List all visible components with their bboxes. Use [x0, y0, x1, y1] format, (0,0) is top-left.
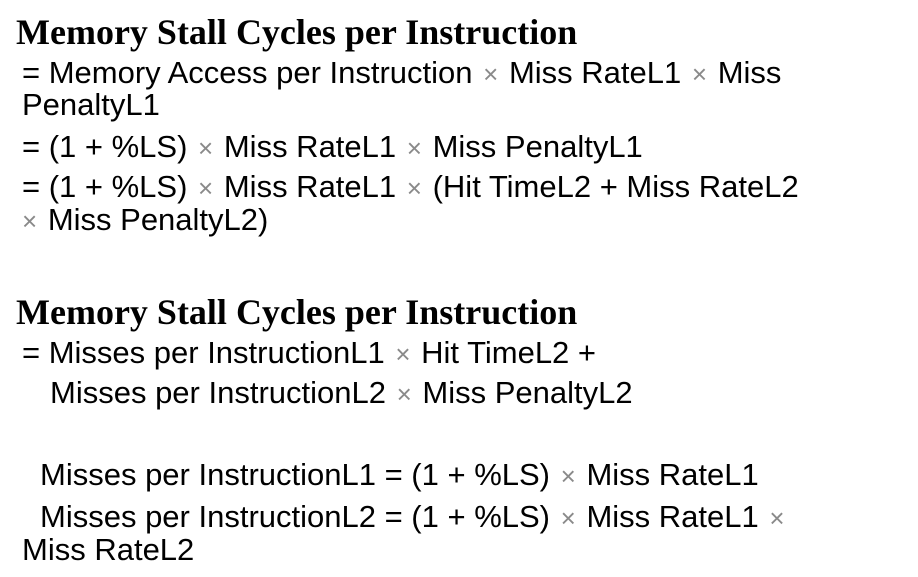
- times-symbol: ×: [198, 133, 214, 163]
- times-symbol: ×: [560, 503, 576, 533]
- times-symbol: ×: [198, 173, 214, 203]
- times-symbol: ×: [22, 206, 38, 236]
- times-symbol: ×: [483, 59, 499, 89]
- equation-line: PenaltyL1: [22, 88, 160, 122]
- times-symbol: ×: [406, 173, 422, 203]
- equation-line: = (1 + %LS) × Miss RateL1 × Miss Penalty…: [22, 130, 643, 165]
- equation-term: PenaltyL1: [22, 87, 160, 122]
- equation-term: Hit TimeL2 +: [421, 335, 597, 370]
- equation-term: Miss PenaltyL2): [47, 202, 269, 237]
- equation-term: Misses per InstructionL2: [50, 375, 386, 410]
- times-symbol: ×: [691, 59, 708, 89]
- equation-line: = Memory Access per Instruction × Miss R…: [22, 56, 781, 91]
- equation-term: = Misses per InstructionL1: [22, 335, 385, 370]
- equation-term: = (1 + %LS): [22, 169, 188, 204]
- equation-line: Misses per InstructionL2 × Miss PenaltyL…: [50, 376, 633, 411]
- section2-heading: Memory Stall Cycles per Instruction: [16, 292, 578, 332]
- equation-line: = Misses per InstructionL1 × Hit TimeL2 …: [22, 336, 596, 371]
- equation-line: = (1 + %LS) × Miss RateL1 × (Hit TimeL2 …: [22, 170, 799, 205]
- equation-term: Misses per InstructionL2 = (1 + %LS): [40, 499, 551, 534]
- times-symbol: ×: [406, 133, 422, 163]
- section1-heading: Memory Stall Cycles per Instruction: [16, 12, 578, 52]
- equation-term: Misses per InstructionL1 = (1 + %LS): [40, 457, 551, 492]
- equation-term: = Memory Access per Instruction: [22, 55, 473, 90]
- definition-line-l1: Misses per InstructionL1 = (1 + %LS) × M…: [40, 458, 759, 493]
- equation-term: (Hit TimeL2 + Miss RateL2: [432, 169, 799, 204]
- equation-term: Miss RateL1: [223, 169, 397, 204]
- times-symbol: ×: [396, 379, 412, 409]
- times-symbol: ×: [769, 503, 785, 533]
- equation-term: Miss PenaltyL2: [422, 375, 633, 410]
- equation-term: Miss RateL1: [586, 457, 759, 492]
- equation-term: Miss PenaltyL1: [432, 129, 643, 164]
- equation-term: Miss: [717, 55, 782, 90]
- equation-term: Miss RateL2: [22, 532, 195, 567]
- definition-line-l2: Misses per InstructionL2 = (1 + %LS) × M…: [40, 500, 787, 535]
- equation-term: Miss RateL1: [586, 499, 759, 534]
- times-symbol: ×: [395, 339, 411, 369]
- equation-term: = (1 + %LS): [22, 129, 188, 164]
- equation-term: Miss RateL1: [223, 129, 397, 164]
- times-symbol: ×: [560, 461, 576, 491]
- equation-term: Miss RateL1: [508, 55, 682, 90]
- equation-line: Miss RateL2: [22, 533, 194, 567]
- equation-line: × Miss PenaltyL2): [20, 203, 268, 238]
